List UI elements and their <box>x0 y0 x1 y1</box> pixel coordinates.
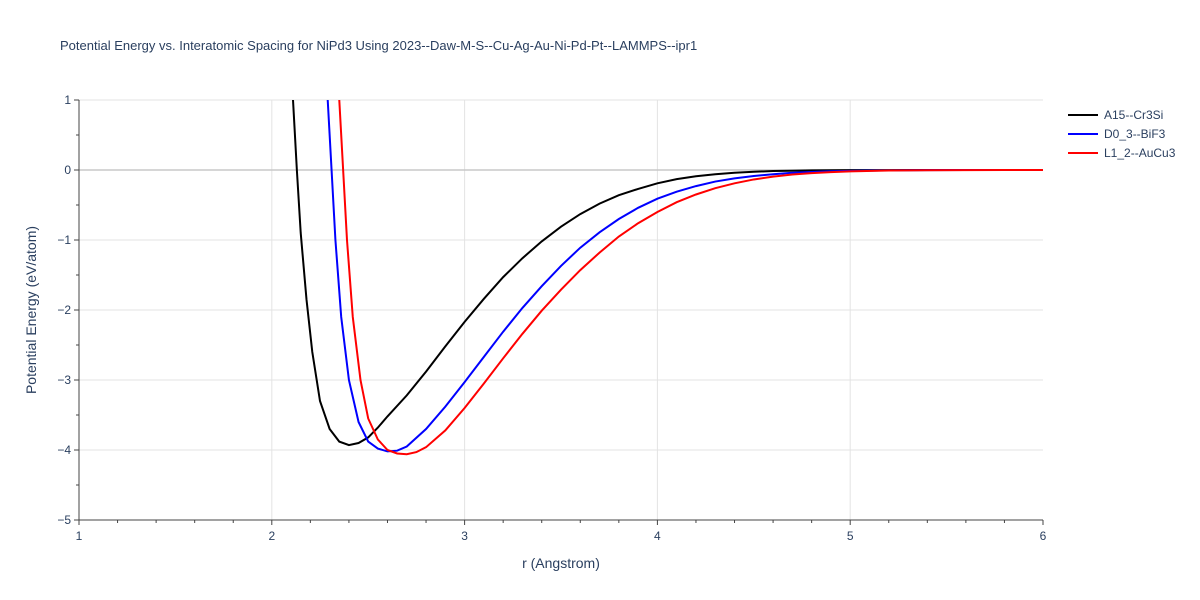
y-axis-ticks: −5 −4 −3 −2 −1 0 1 <box>57 93 79 527</box>
chart-title: Potential Energy vs. Interatomic Spacing… <box>60 38 697 53</box>
y-axis-title: Potential Energy (eV/atom) <box>23 226 39 394</box>
x-axis-title: r (Angstrom) <box>522 555 600 571</box>
y-tick-label: −4 <box>57 443 71 457</box>
y-tick-label: −1 <box>57 233 71 247</box>
series-group <box>292 100 1043 456</box>
series-line-2 <box>338 100 1043 456</box>
y-tick-label: −3 <box>57 373 71 387</box>
y-tick-label: 1 <box>64 93 71 107</box>
x-tick-label: 3 <box>461 529 468 543</box>
x-tick-label: 1 <box>76 529 83 543</box>
legend: A15--Cr3Si D0_3--BiF3 L1_2--AuCu3 <box>1068 108 1176 160</box>
x-tick-label: 4 <box>654 529 661 543</box>
series-line-0 <box>292 100 1043 447</box>
legend-label-2[interactable]: L1_2--AuCu3 <box>1104 146 1176 160</box>
x-tick-label: 5 <box>847 529 854 543</box>
y-tick-label: −2 <box>57 303 71 317</box>
x-axis-ticks: 1 2 3 4 5 6 <box>76 520 1047 543</box>
y-tick-label: 0 <box>64 163 71 177</box>
x-tick-label: 2 <box>268 529 275 543</box>
y-tick-label: −5 <box>57 513 71 527</box>
legend-label-1[interactable]: D0_3--BiF3 <box>1104 127 1166 141</box>
x-tick-label: 6 <box>1040 529 1047 543</box>
legend-label-0[interactable]: A15--Cr3Si <box>1104 108 1163 122</box>
